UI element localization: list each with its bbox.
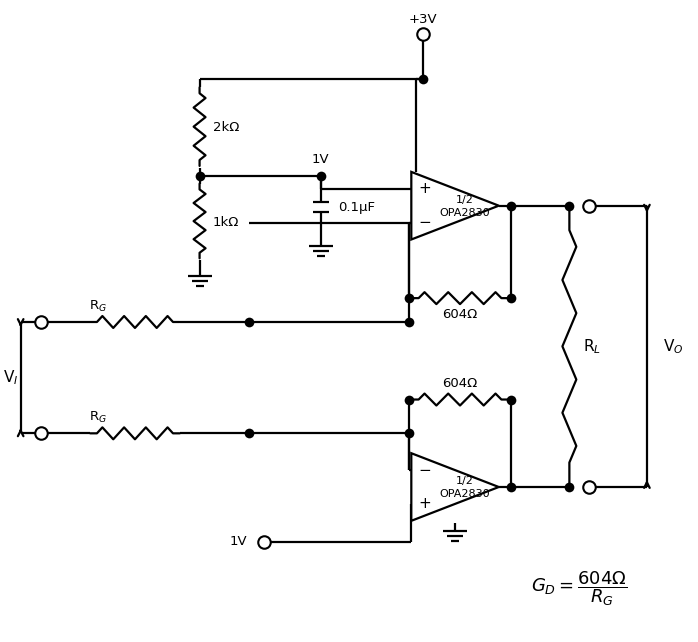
Text: −: −	[419, 215, 431, 230]
Text: +: +	[419, 181, 431, 196]
Text: 1/2: 1/2	[456, 195, 474, 205]
Text: −: −	[419, 463, 431, 478]
Text: $G_D = \dfrac{604\Omega}{R_G}$: $G_D = \dfrac{604\Omega}{R_G}$	[531, 569, 628, 608]
Text: 1V: 1V	[230, 535, 247, 548]
Polygon shape	[411, 453, 499, 521]
Text: 2kΩ: 2kΩ	[212, 121, 239, 134]
Text: +3V: +3V	[409, 13, 438, 26]
Text: OPA2830: OPA2830	[440, 489, 490, 499]
Text: R$_G$: R$_G$	[89, 410, 107, 425]
Text: V$_I$: V$_I$	[3, 369, 19, 387]
Text: 1kΩ: 1kΩ	[212, 216, 239, 229]
Text: R$_L$: R$_L$	[584, 337, 601, 356]
Text: 1/2: 1/2	[456, 476, 474, 486]
Text: R$_G$: R$_G$	[89, 299, 107, 314]
Text: OPA2830: OPA2830	[440, 207, 490, 218]
Text: 604Ω: 604Ω	[443, 308, 477, 320]
Polygon shape	[411, 172, 499, 239]
Text: 1V: 1V	[312, 153, 329, 166]
Text: V$_O$: V$_O$	[663, 337, 683, 356]
Text: 0.1μF: 0.1μF	[338, 201, 375, 214]
Text: 604Ω: 604Ω	[443, 377, 477, 390]
Text: +: +	[419, 496, 431, 512]
